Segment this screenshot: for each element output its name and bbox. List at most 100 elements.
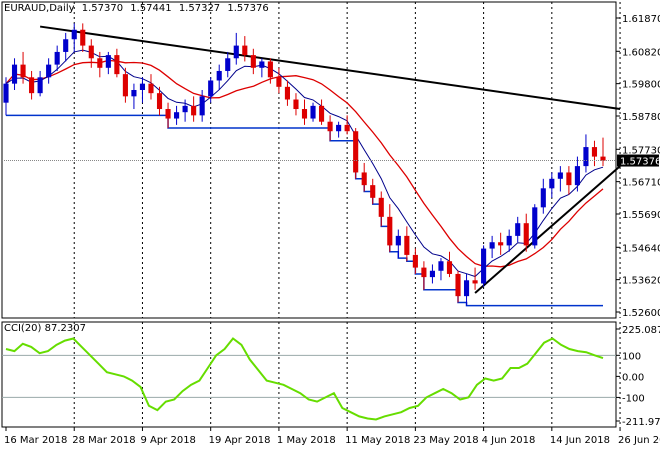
axis-labels: 16 Mar 2018 28 Mar 2018 9 Apr 2018 19 Apr 2… [4,14,660,446]
cci-y-tick-label: -211.9789 [622,417,660,428]
candle-body [318,105,325,122]
y-tick-label: 1.53620 [622,276,660,287]
candle-body [557,172,563,179]
candle-body [301,109,308,119]
candle-body [583,147,589,167]
high-value: 1.57441 [130,3,172,14]
candle-body [404,235,410,255]
cci-line [5,337,604,421]
candle-body [472,280,478,284]
candle-body [284,86,291,100]
candle-body [148,83,154,94]
price-marks [2,23,621,307]
candle-body [80,29,86,46]
open-value: 1.57370 [81,3,124,14]
candle-body [191,105,197,116]
x-tick-label: 4 Jun 2018 [482,435,536,446]
candle-body [71,29,77,40]
candle-body [481,248,487,284]
candle-body [11,64,18,84]
candle-body [139,83,146,90]
candle-body [532,207,538,246]
y-tick-label: 1.61870 [622,14,660,25]
candle-body [421,267,427,278]
candle-body [378,197,384,217]
candle-body [267,61,273,78]
candle-body [97,58,103,68]
candle-body [540,188,546,208]
candle-body [600,156,606,161]
y-tick-label: 1.60820 [622,47,660,58]
candle-body [182,105,188,113]
candle-body [523,223,529,246]
x-tick-label: 1 May 2018 [277,435,336,446]
chart-frame [1,1,617,428]
candle-body [174,112,180,119]
candle-body [344,124,350,132]
candle-body [353,131,359,173]
candle-body [336,124,342,132]
cci-y-tick-label: 0.00 [622,372,644,383]
candle-body [250,55,256,68]
candle-body [63,39,69,52]
y-tick-label: 1.56710 [622,178,660,189]
candle-body [105,55,111,68]
candle-body [208,80,214,97]
candle-body [199,96,205,116]
candle-body [310,105,316,119]
candle-body [156,93,163,110]
support-trendline [474,165,621,294]
candle-body [446,261,453,274]
candle-body [591,147,598,157]
candle-body [276,77,282,87]
candle-body [429,270,435,278]
x-tick-label: 16 Mar 2018 [4,435,67,446]
candle-body [114,55,120,75]
candle-body [566,172,572,186]
candle-body [574,166,580,186]
candle-body [3,83,9,103]
candle-body [20,64,26,78]
x-tick-label: 14 Jun 2018 [550,435,610,446]
y-tick-label: 1.57730 [622,145,660,156]
candle-body [412,254,418,268]
candle-body [242,45,248,56]
slow-moving-average-line [5,59,604,268]
price-header: EURAUD,Daily 1.57370 1.57441 1.57327 1.5… [4,3,273,14]
candle-body [515,223,521,236]
x-tick-label: 28 Mar 2018 [72,435,135,446]
resistance-trendline [39,25,621,111]
y-tick-label: 1.55690 [622,210,660,221]
x-tick-label: 19 Apr 2018 [209,435,271,446]
candle-body [293,99,299,110]
cci-y-tick-label: -100 [622,393,645,404]
candle-body [122,74,128,97]
candle-body [259,61,265,68]
low-value: 1.57327 [178,3,221,14]
y-tick-label: 1.58780 [622,112,660,123]
cci-marks [2,337,616,421]
candle-body [37,77,43,94]
main-panel-frame [1,1,617,319]
cci-y-tick-label: 225.0871 [622,325,660,336]
candle-body [54,51,60,65]
current-price-tag [617,154,659,167]
candle-body [498,242,504,246]
candle-body [387,216,393,246]
candle-body [225,58,231,71]
candle-body [438,261,444,271]
candle-body [29,77,35,94]
y-tick-label: 1.59800 [622,80,660,91]
candle-body [506,235,512,246]
cci-panel-frame [1,321,617,428]
candle-body [489,242,495,249]
y-tick-label: 1.54640 [622,243,660,254]
candle-body [370,185,376,198]
candle-body [165,109,171,119]
candle-body [463,280,470,297]
candle-body [233,45,239,59]
x-tick-label: 23 May 2018 [413,435,478,446]
candle-body [88,45,94,59]
